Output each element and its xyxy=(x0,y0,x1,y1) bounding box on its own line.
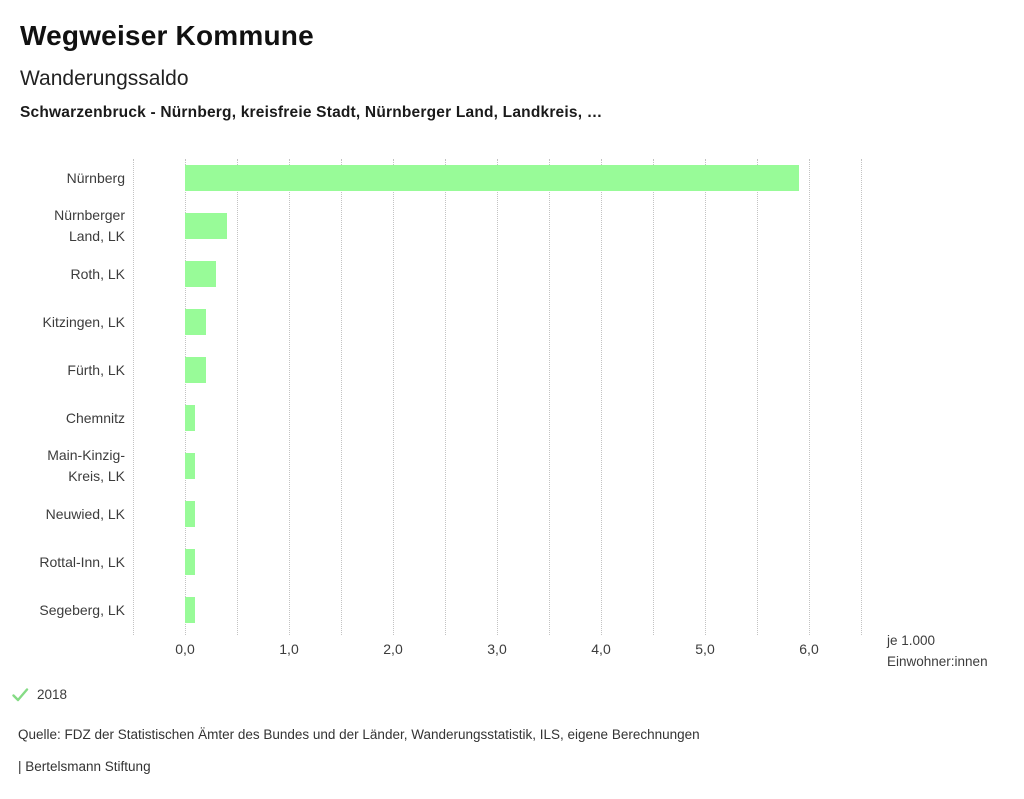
category-label: Main-Kinzig- Kreis, LK xyxy=(0,442,125,490)
chart-subtitle: Schwarzenbruck - Nürnberg, kreisfreie St… xyxy=(20,104,603,121)
gridline xyxy=(497,159,498,635)
category-label-line: Main-Kinzig- xyxy=(47,447,125,463)
chart-row: Chemnitz xyxy=(0,394,1024,442)
category-label-line: Chemnitz xyxy=(65,409,125,426)
category-label-line: Neuwied, LK xyxy=(45,505,125,522)
gridline xyxy=(185,159,186,635)
x-tick-label: 2,0 xyxy=(383,641,403,657)
x-tick-label: 1,0 xyxy=(279,641,299,657)
x-tick-label: 6,0 xyxy=(799,641,819,657)
bar[interactable] xyxy=(185,165,799,191)
bar[interactable] xyxy=(185,453,196,479)
x-tick-label: 4,0 xyxy=(591,641,611,657)
category-label: Chemnitz xyxy=(0,394,125,442)
category-label-line: Fürth, LK xyxy=(67,361,125,378)
x-axis-unit-line-2: Einwohner:innen xyxy=(887,654,988,669)
category-label-line: Kitzingen, LK xyxy=(42,313,126,330)
bar[interactable] xyxy=(185,549,196,575)
x-tick-label: 0,0 xyxy=(175,641,195,657)
bar[interactable] xyxy=(185,357,206,383)
category-label: Rottal-Inn, LK xyxy=(0,538,125,586)
gridline xyxy=(549,159,550,635)
x-tick-label: 3,0 xyxy=(487,641,507,657)
category-label: Neuwied, LK xyxy=(0,490,125,538)
x-axis-unit-label: je 1.000 Einwohner:innen xyxy=(887,630,988,672)
x-axis-unit-line-1: je 1.000 xyxy=(887,633,936,648)
bar[interactable] xyxy=(185,309,206,335)
chart-row: Nürnberger Land, LK xyxy=(0,202,1024,250)
legend-year-label: 2018 xyxy=(37,687,68,702)
gridline xyxy=(757,159,758,635)
category-label-line: Land, LK xyxy=(68,228,125,244)
bar-chart-plot-area: Nürnberg Nürnberger Land, LK Roth, LK Kitzin… xyxy=(0,154,1024,635)
chart-row: Fürth, LK xyxy=(0,346,1024,394)
chart-row: Neuwied, LK xyxy=(0,490,1024,538)
chart-row: Segeberg, LK xyxy=(0,586,1024,634)
category-label: Nürnberger Land, LK xyxy=(0,202,125,250)
gridline xyxy=(705,159,706,635)
check-icon xyxy=(12,687,29,701)
gridline xyxy=(601,159,602,635)
gridline xyxy=(653,159,654,635)
gridline xyxy=(289,159,290,635)
chart-row: Main-Kinzig- Kreis, LK xyxy=(0,442,1024,490)
gridline xyxy=(393,159,394,635)
app-title: Wegweiser Kommune xyxy=(20,20,314,51)
gridline xyxy=(237,159,238,635)
gridline xyxy=(341,159,342,635)
source-text: Quelle: FDZ der Statistischen Ämter des … xyxy=(18,727,700,742)
category-label: Roth, LK xyxy=(0,250,125,298)
category-label-line: Segeberg, LK xyxy=(39,601,125,618)
legend-item-2018[interactable]: 2018 xyxy=(12,687,67,702)
bar[interactable] xyxy=(185,213,227,239)
category-label: Nürnberg xyxy=(0,154,125,202)
branding-text: | Bertelsmann Stiftung xyxy=(18,759,151,774)
chart-row: Kitzingen, LK xyxy=(0,298,1024,346)
chart-row: Roth, LK xyxy=(0,250,1024,298)
chart-row: Rottal-Inn, LK xyxy=(0,538,1024,586)
category-label: Fürth, LK xyxy=(0,346,125,394)
chart-title: Wanderungssaldo xyxy=(20,67,189,90)
gridline xyxy=(861,159,862,635)
bar[interactable] xyxy=(185,405,196,431)
category-label-line: Nürnberg xyxy=(66,169,125,186)
bar[interactable] xyxy=(185,261,217,287)
category-label-line: Nürnberger xyxy=(54,207,125,223)
bar[interactable] xyxy=(185,501,196,527)
gridline xyxy=(809,159,810,635)
category-label-line: Roth, LK xyxy=(70,265,125,282)
category-label-line: Rottal-Inn, LK xyxy=(39,553,125,570)
bar[interactable] xyxy=(185,597,196,623)
category-label: Kitzingen, LK xyxy=(0,298,126,346)
category-label: Segeberg, LK xyxy=(0,586,125,634)
x-tick-label: 5,0 xyxy=(695,641,715,657)
category-label-line: Kreis, LK xyxy=(68,468,125,484)
gridline xyxy=(133,159,134,635)
gridline xyxy=(445,159,446,635)
chart-row: Nürnberg xyxy=(0,154,1024,202)
